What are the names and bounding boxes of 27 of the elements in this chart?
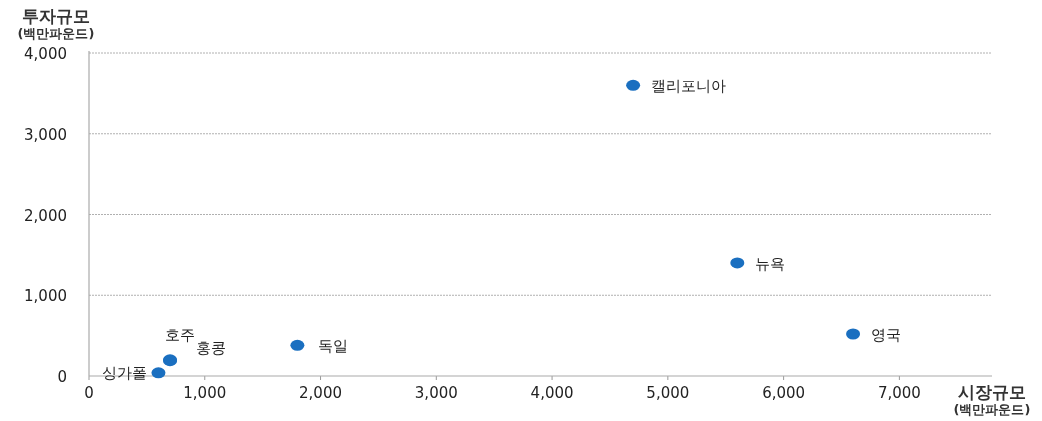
x-axis-title: 시장규모 (백만파운드) — [953, 382, 1031, 417]
y-tick-label: 0 — [57, 368, 67, 386]
point — [151, 367, 166, 379]
x-tick-label: 2,000 — [299, 384, 343, 402]
point — [730, 257, 745, 269]
y-tick-label: 4,000 — [24, 45, 67, 63]
x-tick-label: 7,000 — [877, 384, 921, 402]
y-tick-label: 1,000 — [24, 287, 67, 306]
series-label: 독일 — [318, 337, 349, 356]
x-tick-label: 3,000 — [414, 384, 458, 402]
point — [290, 339, 305, 351]
x-tick-label: 4,000 — [530, 384, 574, 402]
y-tick-label: 3,000 — [24, 125, 67, 144]
point — [626, 79, 641, 91]
series-label: 캘리포니아 — [651, 77, 727, 96]
y-tick-label: 2,000 — [24, 206, 67, 225]
x-tick-label: 0 — [84, 384, 94, 402]
y-axis-title: 투자규모 (백만파운드) — [17, 6, 95, 41]
x-tick-label: 1,000 — [183, 384, 227, 402]
series-label: 영국 — [871, 326, 902, 345]
series-label: 호주 — [165, 325, 196, 344]
series-label: 홍콩 — [196, 338, 227, 357]
series-label: 싱가폴 — [102, 363, 148, 382]
series-label: 뉴욕 — [755, 254, 786, 273]
point — [846, 328, 861, 340]
x-tick-label: 5,000 — [646, 384, 690, 402]
x-tick-label: 6,000 — [762, 384, 806, 402]
